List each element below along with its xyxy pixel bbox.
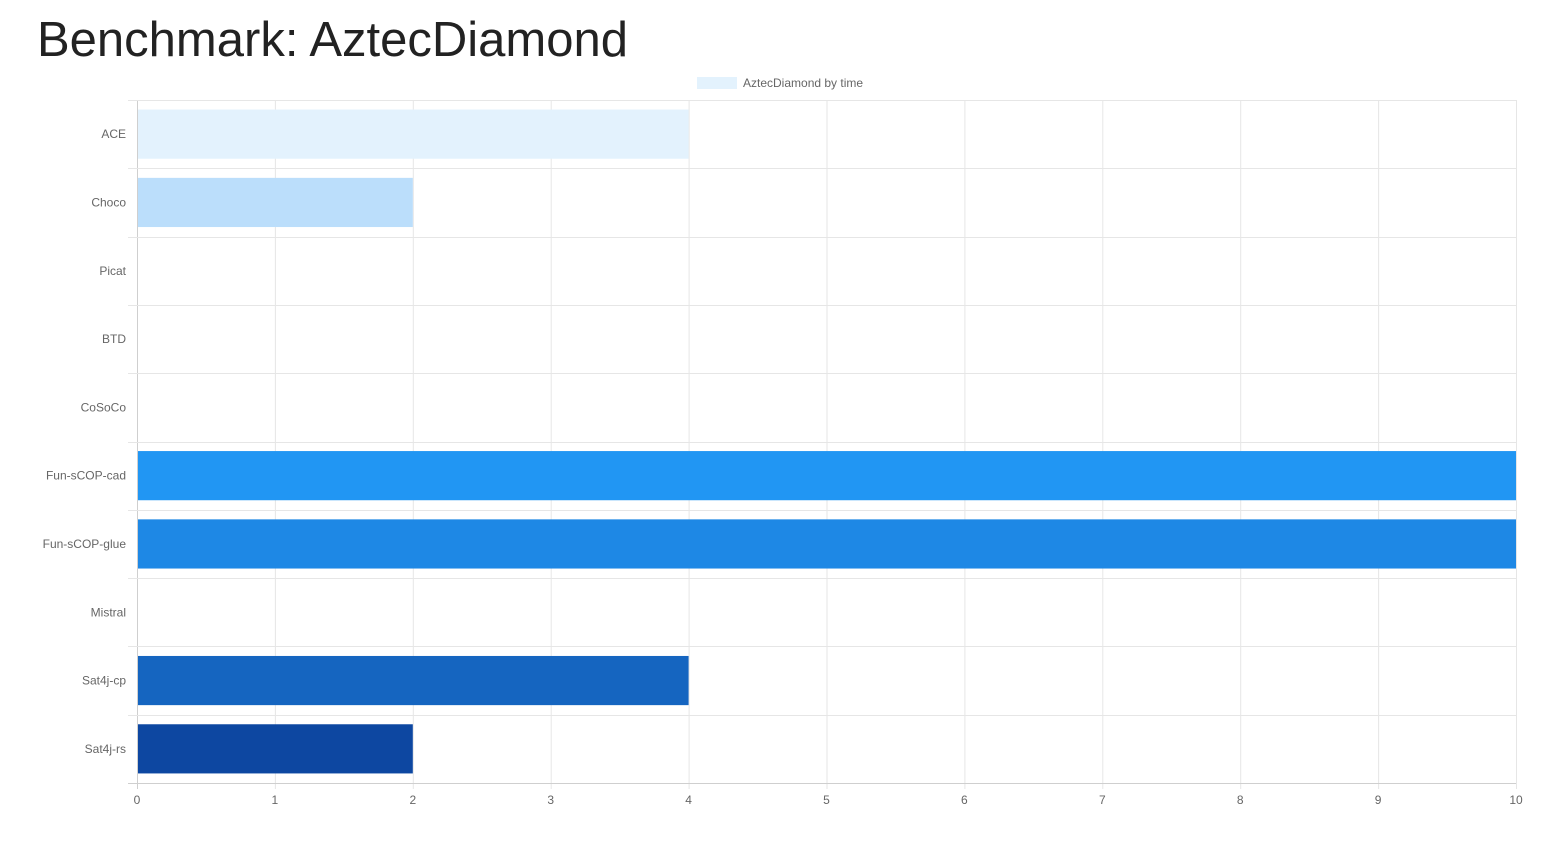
- page-title: Benchmark: AztecDiamond: [37, 13, 628, 67]
- y-category-label: BTD: [102, 332, 126, 346]
- y-category-label: Choco: [91, 195, 126, 209]
- bar-fun-scop-glue[interactable]: [138, 519, 1516, 569]
- bar-choco[interactable]: [138, 177, 413, 228]
- y-axis-labels: ACE Choco Picat BTD CoSoCo Fun-sCOP-cad Fun-sC…: [43, 127, 127, 756]
- y-category-label: ACE: [101, 127, 126, 141]
- x-tick-label: 6: [961, 793, 968, 807]
- x-tick-label: 3: [547, 793, 554, 807]
- bar-sat4j-rs[interactable]: [138, 724, 413, 774]
- y-category-label: Sat4j-cp: [82, 674, 126, 688]
- x-tick-label: 5: [823, 793, 830, 807]
- y-category-label: Mistral: [91, 605, 126, 619]
- y-category-label: Sat4j-rs: [85, 742, 126, 756]
- x-tick-label: 0: [134, 793, 141, 807]
- grid-lines: [128, 100, 1517, 789]
- x-tick-label: 4: [685, 793, 692, 807]
- bars: [138, 109, 1516, 774]
- bar-fun-scop-cad[interactable]: [138, 451, 1516, 501]
- x-axis-ticks: 0 1 2 3 4 5 6 7 8 9 10: [134, 793, 1523, 807]
- chart-legend[interactable]: AztecDiamond by time: [697, 76, 863, 90]
- y-category-label: Fun-sCOP-cad: [46, 469, 126, 483]
- x-tick-label: 7: [1099, 793, 1106, 807]
- x-tick-label: 9: [1375, 793, 1382, 807]
- x-tick-label: 10: [1509, 793, 1523, 807]
- bar-ace[interactable]: [138, 109, 689, 159]
- y-category-label: Picat: [99, 264, 126, 278]
- bar-sat4j-cp[interactable]: [138, 655, 689, 706]
- x-tick-label: 1: [272, 793, 279, 807]
- y-category-label: Fun-sCOP-glue: [43, 537, 127, 551]
- x-tick-label: 2: [409, 793, 416, 807]
- y-category-label: CoSoCo: [81, 400, 127, 414]
- legend-swatch: [697, 77, 737, 89]
- legend-label: AztecDiamond by time: [743, 76, 864, 90]
- x-tick-label: 8: [1237, 793, 1244, 807]
